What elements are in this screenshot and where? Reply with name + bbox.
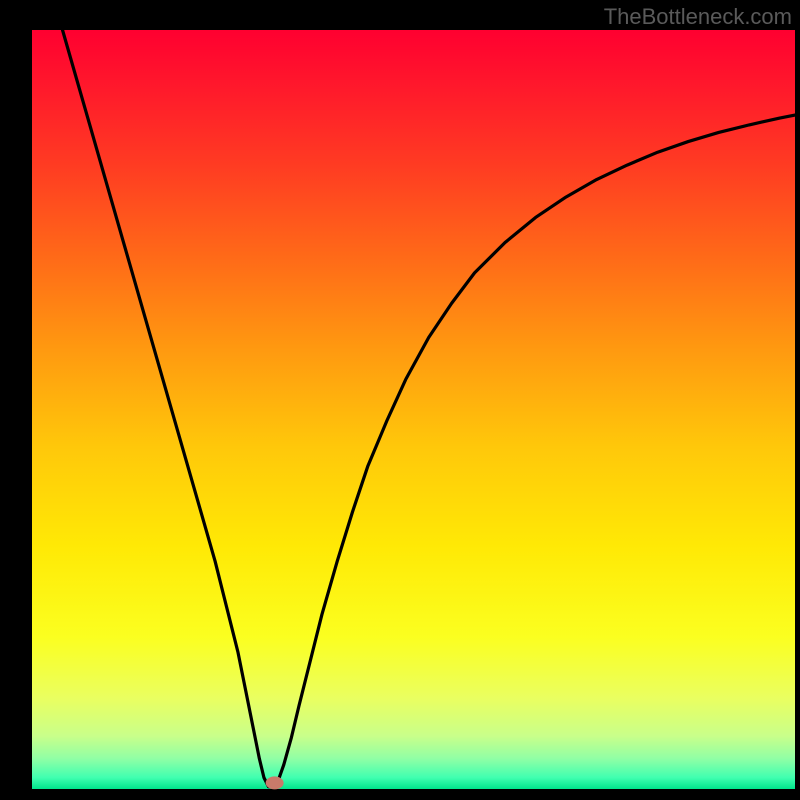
optimal-point-marker	[266, 776, 284, 789]
watermark-text: TheBottleneck.com	[604, 4, 792, 30]
chart-svg	[0, 0, 800, 800]
bottleneck-chart: TheBottleneck.com	[0, 0, 800, 800]
